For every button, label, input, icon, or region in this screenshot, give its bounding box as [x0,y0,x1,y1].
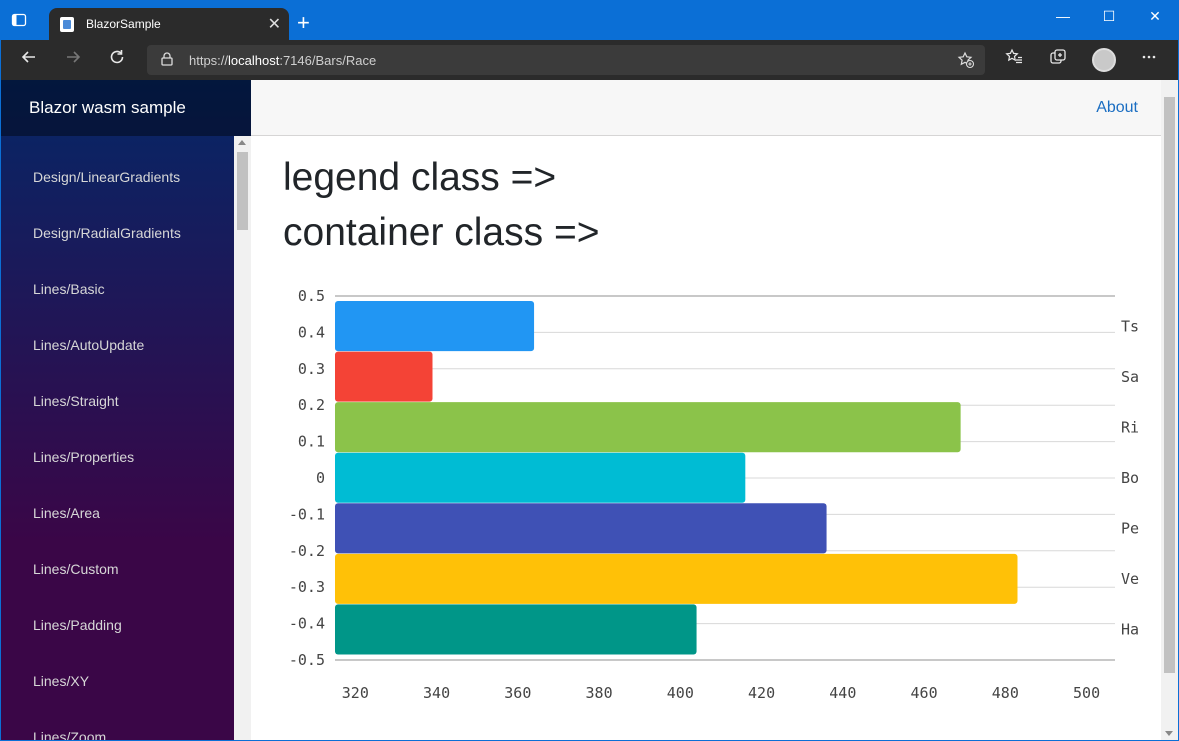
x-tick-label: 320 [342,684,369,702]
sidebar-item-lines-autoupdate[interactable]: Lines/AutoUpdate [33,337,145,353]
bar [335,351,433,402]
bar-label: Ri [1121,418,1139,436]
bar [335,503,827,554]
page-favicon-icon [60,17,74,32]
container-class-heading: container class => [283,211,600,254]
collections-icon[interactable] [1046,48,1070,72]
page-scroll-thumb[interactable] [1164,97,1175,673]
x-tick-label: 480 [992,684,1019,702]
sidebar-item-design-radialgradients[interactable]: Design/RadialGradients [33,225,181,241]
x-tick-label: 400 [667,684,694,702]
x-tick-label: 420 [748,684,775,702]
bar-label: Ts [1121,317,1139,335]
minimize-button[interactable]: — [1056,8,1070,24]
tab-title: BlazorSample [86,17,161,31]
bar [335,604,697,655]
more-icon[interactable] [1137,48,1161,72]
url-text[interactable]: https://localhost:7146/Bars/Race [189,53,376,68]
sidebar-item-lines-basic[interactable]: Lines/Basic [33,281,105,297]
sidebar: Blazor wasm sample Design/LinearGradient… [1,80,251,740]
close-window-button[interactable]: ✕ [1149,8,1161,24]
y-tick-label: 0.2 [298,396,325,414]
browser-toolbar: https://localhost:7146/Bars/Race [1,40,1178,80]
sidebar-scroll-thumb[interactable] [237,152,248,230]
y-tick-label: -0.1 [289,505,325,523]
y-tick-label: 0.4 [298,323,325,341]
favorites-icon[interactable] [1002,48,1026,72]
bar [335,301,535,352]
brand-title[interactable]: Blazor wasm sample [1,80,251,136]
sidebar-item-lines-area[interactable]: Lines/Area [33,505,100,521]
x-tick-label: 440 [829,684,856,702]
sidebar-item-lines-properties[interactable]: Lines/Properties [33,449,135,465]
bar-label: Ve [1121,570,1139,588]
bar-label: Ha [1121,621,1139,639]
x-tick-label: 340 [423,684,450,702]
bar [335,402,961,453]
title-bar: BlazorSample ✕ + — ☐ ✕ [1,0,1178,40]
y-tick-label: -0.5 [289,651,325,669]
new-tab-button[interactable]: + [297,10,310,35]
web-page: Blazor wasm sample Design/LinearGradient… [1,80,1178,740]
scroll-down-arrow-icon[interactable] [1165,731,1173,736]
nav-list: Design/LinearGradients Design/RadialGrad… [1,136,234,740]
bar [335,553,1018,604]
close-tab-icon[interactable]: ✕ [267,16,281,33]
x-tick-label: 360 [504,684,531,702]
y-tick-label: 0.5 [298,287,325,305]
refresh-icon[interactable] [105,48,129,72]
y-tick-label: 0.3 [298,360,325,378]
legend-class-heading: legend class => [283,156,557,199]
sidebar-item-lines-straight[interactable]: Lines/Straight [33,393,119,409]
x-tick-label: 500 [1073,684,1100,702]
main-content: legend class => container class => 0.5 0.… [251,136,1161,740]
bar-race-chart: 0.5 0.4 0.3 0.2 0.1 0 -0.1 -0.2 -0.3 -0.4 -0.5 320 3… [289,287,1139,702]
browser-tab[interactable]: BlazorSample ✕ [49,8,289,40]
sidebar-item-lines-xy[interactable]: Lines/XY [33,673,90,689]
y-tick-label: 0.1 [298,433,325,451]
url-host: localhost [228,53,280,68]
y-tick-label: 0 [316,469,325,487]
sidebar-item-lines-zoom[interactable]: Lines/Zoom [33,729,107,740]
y-tick-label: -0.2 [289,542,325,560]
forward-icon[interactable] [61,48,85,72]
bar-label: Bo [1121,469,1139,487]
page-scrollbar[interactable] [1161,80,1178,740]
maximize-button[interactable]: ☐ [1102,8,1116,24]
x-tick-label: 380 [586,684,613,702]
bar-label: Sa [1121,368,1139,386]
x-tick-label: 460 [911,684,938,702]
sidebar-item-design-lineargradients[interactable]: Design/LinearGradients [33,169,181,185]
scroll-up-arrow-icon[interactable] [238,140,246,145]
about-link[interactable]: About [1096,99,1138,116]
profile-avatar[interactable] [1092,48,1116,72]
bar-label: Pe [1121,520,1139,538]
lock-icon[interactable] [161,52,173,66]
y-tick-label: -0.4 [289,615,325,633]
sidebar-item-lines-custom[interactable]: Lines/Custom [33,561,119,577]
top-row: About [251,80,1161,136]
y-tick-label: -0.3 [289,578,325,596]
back-icon[interactable] [17,48,41,72]
bar [335,452,746,503]
address-bar[interactable]: https://localhost:7146/Bars/Race [147,45,985,75]
url-path: :7146/Bars/Race [279,53,377,68]
tab-actions-icon[interactable] [11,12,39,40]
add-favorite-icon[interactable] [957,51,975,74]
sidebar-item-lines-padding[interactable]: Lines/Padding [33,617,122,633]
sidebar-scrollbar[interactable] [234,136,251,740]
url-prefix: https:// [189,53,229,68]
